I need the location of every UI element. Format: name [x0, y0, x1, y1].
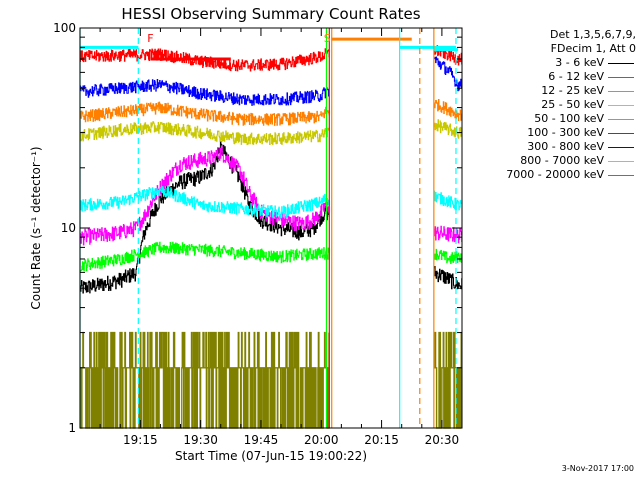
- legend-swatch: [608, 161, 634, 162]
- x-tick-label-2030: 20:30: [425, 433, 460, 447]
- y-tick-label-10: 10: [61, 221, 76, 235]
- footer-date: 3-Nov-2017 17:00: [561, 464, 634, 473]
- legend-swatch: [608, 133, 634, 134]
- series-300-800-kev: [80, 56, 463, 106]
- chart-title: HESSI Observing Summary Count Rates: [121, 5, 420, 23]
- legend-label: 800 - 7000 keV: [520, 154, 604, 167]
- legend-label: 6 - 12 keV: [548, 70, 604, 83]
- legend-header-detectors: Det 1,3,5,6,7,9,: [549, 28, 636, 41]
- legend-swatch: [608, 63, 634, 64]
- legend-entry-300-800-kev: 300 - 800 keV: [470, 140, 636, 154]
- legend-swatch: [608, 77, 634, 78]
- x-tick-label-1930: 19:30: [183, 433, 218, 447]
- y-tick-label-100: 100: [53, 21, 76, 35]
- legend: Det 1,3,5,6,7,9, FDecim 1, Att 0 3 - 6 k…: [470, 28, 636, 182]
- legend-label: 25 - 50 keV: [541, 98, 604, 111]
- legend-entry-25-50-kev: 25 - 50 keV: [470, 98, 636, 112]
- legend-entry-12-25-kev: 12 - 25 keV: [470, 84, 636, 98]
- series-25-50-kev: [80, 186, 463, 219]
- series-50-100-kev: [80, 99, 463, 126]
- x-axis-label: Start Time (07-Jun-15 19:00:22): [175, 449, 367, 463]
- y-axis-label: Count Rate (s⁻¹ detector⁻¹): [29, 146, 43, 309]
- legend-label: 300 - 800 keV: [527, 140, 604, 153]
- legend-swatch: [608, 175, 634, 176]
- legend-swatch: [608, 105, 634, 106]
- legend-entry-50-100-kev: 50 - 100 keV: [470, 112, 636, 126]
- legend-entry-3-6-kev: 3 - 6 keV: [470, 56, 636, 70]
- x-tick-label-1915: 19:15: [123, 433, 158, 447]
- legend-label: 50 - 100 keV: [534, 112, 604, 125]
- series-3-6-kev: [80, 141, 463, 294]
- annotation-f: F: [147, 32, 153, 45]
- legend-header-decimation: FDecim 1, Att 0: [550, 42, 636, 55]
- series-6-12-kev: [80, 146, 463, 246]
- legend-label: 3 - 6 keV: [555, 56, 604, 69]
- legend-entry-100-300-kev: 100 - 300 keV: [470, 126, 636, 140]
- series-100-300-kev: [80, 45, 463, 72]
- y-tick-label-1: 1: [68, 421, 76, 435]
- legend-label: 7000 - 20000 keV: [506, 168, 604, 181]
- legend-label: 12 - 25 keV: [541, 84, 604, 97]
- legend-swatch: [608, 119, 634, 120]
- legend-swatch: [608, 91, 634, 92]
- legend-entry-7000-20000-kev: 7000 - 20000 keV: [470, 168, 636, 182]
- x-tick-label-2000: 20:00: [304, 433, 339, 447]
- legend-entry-6-12-kev: 6 - 12 keV: [470, 70, 636, 84]
- series-7000-20000-kev: [79, 331, 463, 429]
- legend-entry-800-7000-kev: 800 - 7000 keV: [470, 154, 636, 168]
- x-tick-label-2015: 20:15: [364, 433, 399, 447]
- x-tick-label-1945: 19:45: [244, 433, 279, 447]
- legend-swatch: [608, 147, 634, 148]
- annotation-s: S: [324, 32, 331, 45]
- legend-label: 100 - 300 keV: [527, 126, 604, 139]
